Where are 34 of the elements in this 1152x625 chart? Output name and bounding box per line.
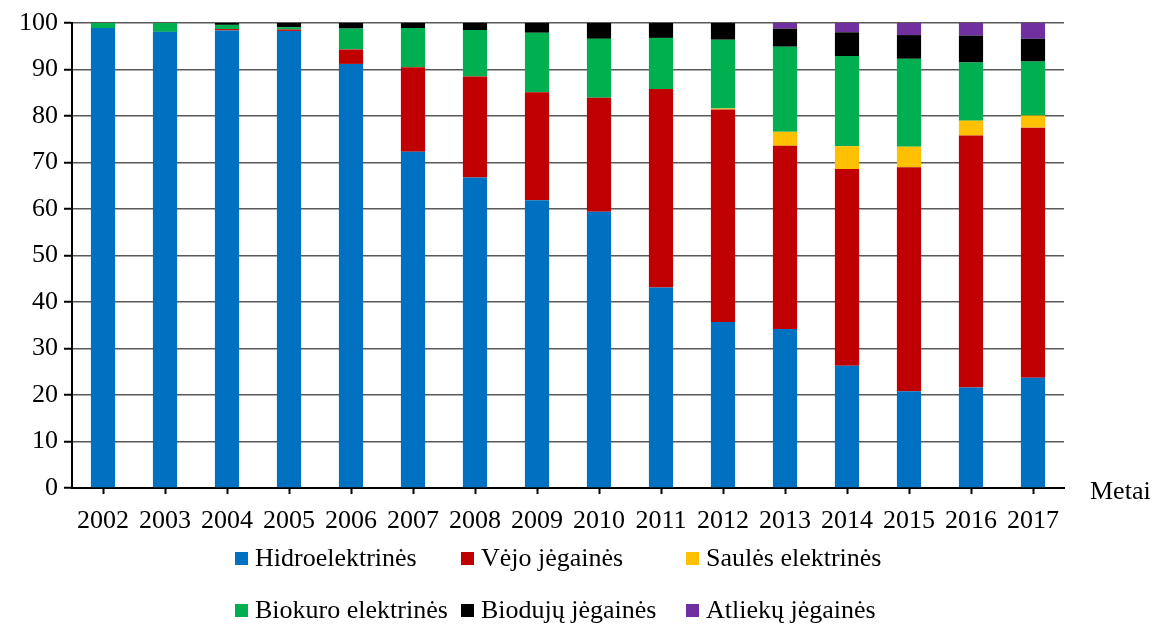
x-tick-label: 2004 bbox=[201, 505, 253, 535]
x-tick-label: 2002 bbox=[77, 505, 129, 535]
y-tick-label: 100 bbox=[19, 6, 58, 36]
x-axis-title: Metai bbox=[1090, 475, 1151, 505]
legend-label: Atliekų jėgainės bbox=[706, 595, 876, 625]
y-tick-label: 10 bbox=[32, 425, 58, 455]
x-tick-label: 2012 bbox=[697, 505, 749, 535]
x-tick-label: 2010 bbox=[573, 505, 625, 535]
legend-label: Saulės elektrinės bbox=[706, 543, 882, 573]
y-tick-label: 20 bbox=[32, 378, 58, 408]
legend-label: Biokuro elektrinės bbox=[255, 595, 448, 625]
x-tick-label: 2003 bbox=[139, 505, 191, 535]
x-tick-label: 2014 bbox=[821, 505, 873, 535]
legend-label: Biodujų jėgainės bbox=[481, 595, 657, 625]
x-tick-label: 2006 bbox=[325, 505, 377, 535]
x-tick-label: 2005 bbox=[263, 505, 315, 535]
x-tick-label: 2007 bbox=[387, 505, 439, 535]
x-tick-label: 2008 bbox=[449, 505, 501, 535]
y-tick-label: 40 bbox=[32, 285, 58, 315]
legend-label: Vėjo jėgainės bbox=[481, 543, 624, 573]
y-tick-label: 70 bbox=[32, 146, 58, 176]
x-tick-label: 2009 bbox=[511, 505, 563, 535]
legend-label: Hidroelektrinės bbox=[255, 543, 417, 573]
x-tick-label: 2016 bbox=[945, 505, 997, 535]
x-tick-label: 2015 bbox=[883, 505, 935, 535]
x-tick-label: 2017 bbox=[1007, 505, 1059, 535]
y-tick-label: 30 bbox=[32, 332, 58, 362]
x-tick-label: 2013 bbox=[759, 505, 811, 535]
y-tick-label: 90 bbox=[32, 53, 58, 83]
x-tick-label: 2011 bbox=[635, 505, 687, 535]
y-tick-label: 0 bbox=[45, 471, 58, 501]
y-tick-label: 80 bbox=[32, 99, 58, 129]
y-tick-label: 60 bbox=[32, 192, 58, 222]
y-tick-label: 50 bbox=[32, 239, 58, 269]
